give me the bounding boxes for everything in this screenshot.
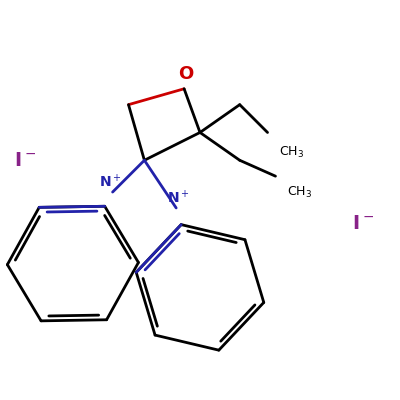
Text: I$^-$: I$^-$	[352, 214, 374, 233]
Text: N$^+$: N$^+$	[167, 189, 190, 207]
Text: N$^+$: N$^+$	[99, 174, 122, 191]
Text: CH$_3$: CH$_3$	[287, 184, 312, 200]
Text: I$^-$: I$^-$	[14, 151, 36, 170]
Text: CH$_3$: CH$_3$	[280, 145, 304, 160]
Text: O: O	[178, 65, 194, 83]
